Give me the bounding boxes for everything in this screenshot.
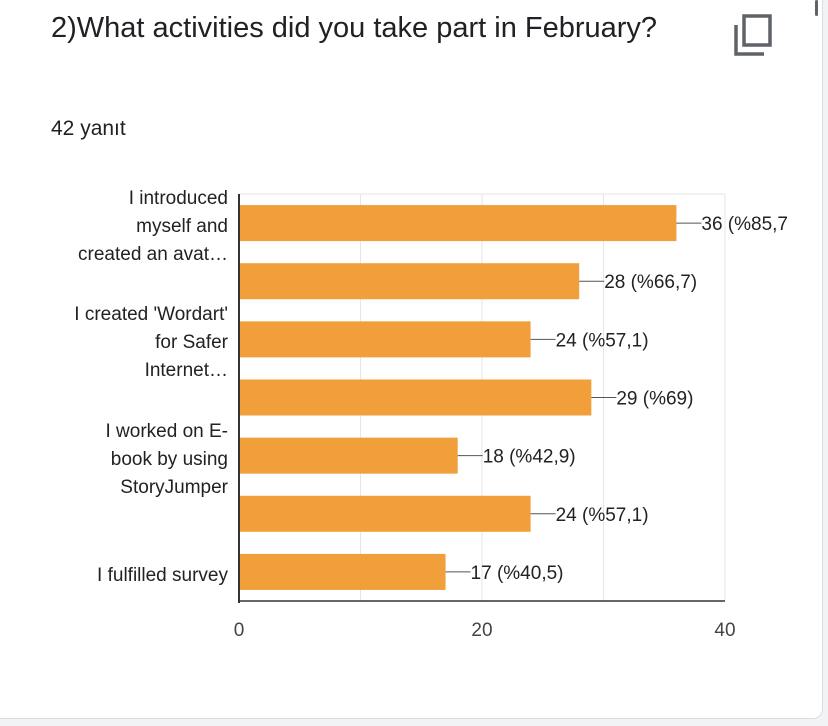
category-label-line: book by using: [110, 448, 228, 470]
copy-chart-button[interactable]: [726, 8, 778, 60]
category-label: I created 'Wordart' for Safer Internet…: [38, 301, 228, 385]
category-label: I introduced myself and created an avat…: [38, 185, 228, 269]
x-tick-label: 40: [714, 620, 735, 641]
category-label-line: I introduced: [128, 188, 228, 210]
value-label: 29 (%69): [616, 389, 693, 410]
bar: [239, 495, 531, 532]
category-label-line: created an avat…: [78, 244, 228, 266]
category-label: I worked on E-book by using StoryJumper: [38, 418, 229, 502]
x-tick-label: 0: [234, 620, 245, 641]
bar: [239, 553, 446, 590]
value-label: 24 (%57,1): [556, 505, 649, 526]
bar: [239, 321, 531, 358]
category-label-line: StoryJumper: [120, 476, 228, 498]
category-label-line: myself and: [136, 216, 228, 238]
category-label-line: for Safer: [155, 332, 228, 354]
value-label: 36 (%85,7: [701, 214, 788, 235]
category-label-line: I worked on E-: [105, 420, 229, 442]
response-count: 42 yanıt: [51, 117, 126, 140]
scrollbar-thumb[interactable]: [815, 0, 818, 16]
x-tick-label: 20: [471, 620, 492, 641]
category-label-line: I fulfilled survey: [97, 564, 228, 586]
bar: [239, 379, 592, 416]
value-label: 18 (%42,9): [483, 447, 576, 468]
bar: [239, 263, 580, 300]
category-label: I fulfilled survey: [38, 562, 228, 590]
copy-icon: [734, 14, 772, 56]
category-label-line: Internet…: [144, 360, 228, 382]
category-label-line: I created 'Wordart': [74, 304, 228, 326]
value-label: 17 (%40,5): [471, 563, 564, 584]
value-label: 24 (%57,1): [556, 330, 649, 351]
value-label: 28 (%66,7): [604, 272, 697, 293]
bar: [239, 437, 458, 474]
question-title: 2)What activities did you take part in F…: [51, 12, 658, 44]
bar: [239, 205, 677, 242]
